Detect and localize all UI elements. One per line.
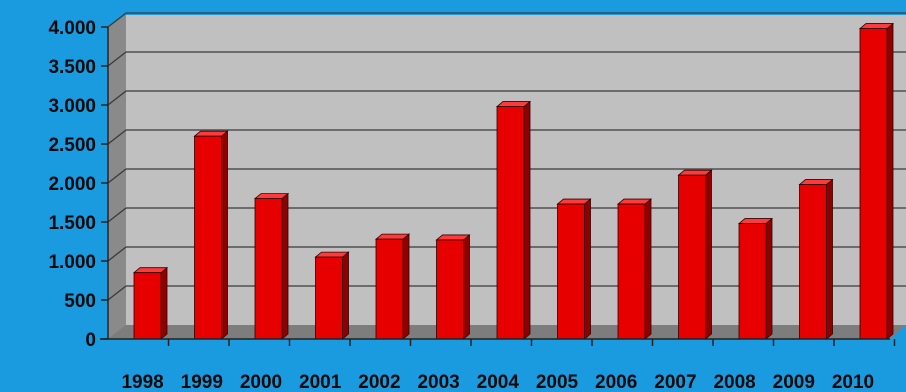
bar-2002 [374, 233, 411, 340]
y-tick-label: 500 [64, 291, 96, 312]
bar-top [798, 179, 834, 185]
bar-2007 [677, 169, 713, 340]
bar-side [342, 251, 349, 340]
bar-side [886, 22, 894, 340]
gridline-side [107, 207, 127, 223]
bar-side [463, 234, 470, 340]
bar-front [799, 184, 827, 340]
bars [132, 22, 895, 340]
bar-2009 [798, 178, 834, 340]
bar-2008 [737, 217, 774, 340]
bar-1998 [132, 266, 169, 340]
bar-front [859, 28, 888, 340]
bar-top [737, 218, 774, 224]
bar-front [133, 272, 162, 340]
x-tick-label: 1999 [181, 372, 223, 392]
gridline-side [107, 285, 127, 301]
bar-front [738, 223, 767, 340]
y-tick-label: 0 [85, 330, 96, 351]
bar-front [496, 106, 525, 340]
bar-1999 [193, 130, 229, 340]
gridline-side [107, 90, 127, 106]
bar-2004 [495, 100, 532, 340]
y-tick-label: 2.500 [48, 135, 96, 156]
bar-2006 [616, 198, 653, 340]
bar-top [314, 251, 350, 258]
bar-top [193, 130, 229, 137]
x-tick-label: 2002 [358, 372, 400, 392]
bar-top [374, 233, 411, 240]
bar-side [705, 169, 712, 340]
bar-top [132, 267, 169, 274]
bar-top [677, 169, 713, 176]
bar-top [435, 234, 471, 241]
y-tick-label: 3.500 [48, 57, 96, 78]
x-tick-label: 2009 [773, 372, 815, 392]
bar-front [375, 238, 404, 340]
x-tick-label: 2004 [477, 372, 520, 392]
y-tick-label: 1.000 [48, 252, 96, 273]
x-tick-label: 2001 [299, 372, 342, 392]
x-tick-label: 2010 [832, 372, 874, 392]
bar-side [644, 198, 652, 340]
gridline-side [107, 12, 127, 28]
y-tick-label: 4.000 [48, 18, 96, 39]
bar-2003 [435, 234, 471, 340]
x-tick-label: 1998 [121, 372, 163, 392]
gridline-side [107, 168, 127, 184]
x-tick-label: 2006 [595, 372, 637, 392]
bar-front [254, 198, 283, 340]
x-axis-labels: 1998 1999 2000 2001 2002 2003 2004 2005 2006 2007… [121, 339, 896, 392]
bar-side [765, 217, 773, 340]
x-tick-label: 2008 [713, 372, 755, 392]
bar-front [557, 203, 585, 340]
bar-top [495, 101, 532, 107]
bar-top [556, 198, 592, 205]
y-axis-ticks: 0 500 1.000 1.500 2.000 2.500 3.000 3.500 4.000 [48, 18, 108, 351]
bar-side [221, 130, 228, 340]
gridline-side [107, 129, 127, 145]
bar-front [194, 135, 222, 340]
bar-side [160, 266, 168, 340]
gridline-side [107, 246, 127, 262]
gridline-side [107, 51, 127, 67]
bar-top [858, 23, 895, 29]
bar-2000 [253, 192, 290, 340]
x-tick-label: 2003 [417, 372, 459, 392]
bar-side [523, 100, 531, 340]
bar-front [617, 203, 646, 340]
bar-top [616, 198, 653, 205]
bar-side [402, 233, 410, 340]
bar-front [315, 256, 343, 340]
x-tick-label: 2007 [654, 372, 696, 392]
y-tick-label: 3.000 [48, 96, 96, 117]
bar-2005 [556, 198, 592, 340]
bar-side [584, 198, 591, 340]
y-tick-label: 2.000 [48, 174, 96, 195]
x-tick-label: 2000 [240, 372, 282, 392]
bar-side [281, 192, 289, 340]
bar-front [436, 239, 464, 340]
x-tick-label: 2005 [536, 372, 579, 392]
bar-2010 [858, 22, 895, 340]
bar-side [826, 178, 833, 340]
bar-top [253, 193, 290, 200]
y-tick-label: 1.500 [48, 213, 96, 234]
bar-2001 [314, 251, 350, 340]
bar-front [678, 174, 706, 340]
